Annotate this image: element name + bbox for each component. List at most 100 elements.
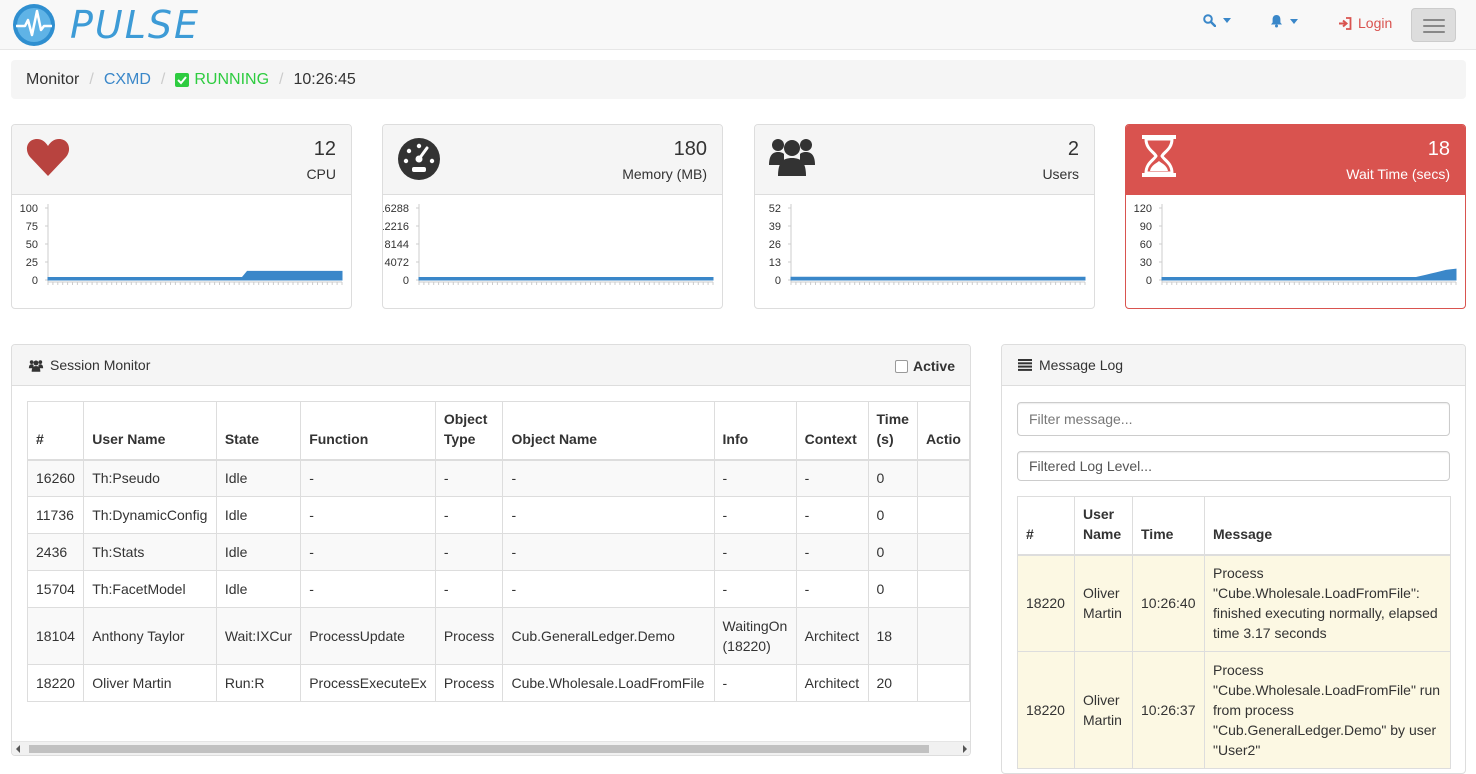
column-header[interactable]: Time (s)	[867, 401, 918, 461]
chevron-down-icon	[1290, 18, 1298, 24]
hourglass-icon	[1142, 135, 1176, 177]
table-row[interactable]: 18220 Oliver Martin 10:26:37 Process "Cu…	[1017, 651, 1451, 769]
table-cell: Process	[434, 664, 504, 702]
menu-toggle-button[interactable]	[1411, 8, 1456, 42]
table-cell: -	[502, 570, 715, 608]
series-area	[418, 277, 714, 281]
message-log-table-header: # User Name Time Message	[1017, 496, 1451, 556]
brand[interactable]: PULSE	[12, 3, 200, 47]
table-cell: 10:26:40	[1132, 554, 1205, 652]
notifications-dropdown[interactable]	[1270, 14, 1298, 28]
scroll-right-icon[interactable]	[963, 745, 967, 753]
table-cell: Process "Cube.Wholesale.LoadFromFile" ru…	[1204, 651, 1451, 769]
bell-icon	[1271, 15, 1282, 28]
brand-name: PULSE	[70, 3, 201, 47]
table-row[interactable]: 2436 Th:Stats Idle - - - - - 0	[26, 533, 970, 571]
column-header[interactable]: Info	[713, 401, 797, 461]
y-tick-label: 75	[26, 221, 38, 233]
users-value: 2	[1067, 138, 1079, 160]
series-area	[790, 276, 1086, 281]
scroll-left-icon[interactable]	[16, 745, 20, 753]
table-cell: 2436	[26, 533, 85, 571]
active-filter-checkbox[interactable]: Active	[894, 358, 955, 374]
y-tick-label: 60	[1140, 239, 1152, 251]
message-log-table: # User Name Time Message 18220 Oliver Ma…	[1017, 496, 1451, 769]
column-header[interactable]: Context	[795, 401, 869, 461]
y-tick-label: 0	[1146, 275, 1152, 287]
table-cell: -	[300, 459, 436, 497]
session-monitor-header: Session Monitor Active	[12, 345, 970, 386]
sign-in-icon	[1339, 16, 1352, 30]
server-status: RUNNING	[175, 71, 269, 89]
dashboard-icon	[398, 138, 440, 180]
table-cell: Cub.GeneralLedger.Demo	[502, 607, 715, 665]
log-level-select[interactable]: Filtered Log Level...	[1017, 451, 1450, 481]
table-cell: -	[434, 570, 504, 608]
table-cell: Idle	[215, 533, 302, 571]
server-time: 10:26:45	[293, 70, 356, 88]
table-cell: -	[713, 533, 797, 571]
memory-value: 180	[673, 138, 707, 160]
y-tick-label: 30	[1140, 257, 1152, 269]
column-header[interactable]: Time	[1132, 496, 1205, 556]
breadcrumb-server-link[interactable]: CXMD	[103, 70, 151, 88]
log-level-label: Filtered Log Level...	[1029, 458, 1152, 474]
column-header[interactable]: Object Type	[434, 401, 504, 461]
table-cell: -	[713, 496, 797, 534]
breadcrumb: Monitor / CXMD / RUNNING / 10:26:45	[11, 60, 1466, 99]
table-cell: 0	[867, 570, 918, 608]
column-header[interactable]: Function	[300, 401, 436, 461]
table-cell: -	[434, 459, 504, 497]
server-status-label: RUNNING	[194, 70, 270, 88]
table-row[interactable]: 11736 Th:DynamicConfig Idle - - - - - 0	[26, 496, 970, 534]
memory-chart: 16288 12216 8144 4072 0	[383, 203, 714, 287]
login-link[interactable]: Login	[1338, 15, 1392, 31]
column-header[interactable]: User Name	[1074, 496, 1133, 556]
table-cell: Architect	[795, 664, 869, 702]
table-cell: Process "Cube.Wholesale.LoadFromFile": f…	[1204, 554, 1451, 652]
column-header[interactable]: User Name	[83, 401, 217, 461]
scrollbar-thumb[interactable]	[29, 745, 929, 753]
column-header[interactable]: Message	[1204, 496, 1451, 556]
table-cell: -	[795, 570, 869, 608]
table-cell: Process	[434, 607, 504, 665]
table-cell: 18220	[1017, 651, 1075, 769]
table-row[interactable]: 15704 Th:FacetModel Idle - - - - - 0	[26, 570, 970, 608]
breadcrumb-separator: /	[279, 70, 284, 88]
table-row[interactable]: 18220 Oliver Martin Run:R ProcessExecute…	[26, 664, 970, 702]
table-cell	[916, 533, 970, 571]
table-cell	[916, 664, 970, 702]
column-header[interactable]: State	[215, 401, 302, 461]
message-filter-input[interactable]: Filter message...	[1017, 402, 1450, 436]
chevron-down-icon	[1223, 18, 1231, 23]
table-cell: ProcessExecuteEx	[300, 664, 436, 702]
checkbox[interactable]	[894, 359, 908, 373]
column-header[interactable]: Actio	[916, 401, 970, 461]
check-square-icon	[175, 72, 190, 87]
table-cell: Cube.Wholesale.LoadFromFile	[502, 664, 715, 702]
table-cell: -	[300, 570, 436, 608]
users-icon	[28, 359, 44, 372]
users-panel-header: 2 Users	[755, 125, 1094, 195]
y-tick-label: 0	[775, 275, 781, 287]
table-row[interactable]: 16260 Th:Pseudo Idle - - - - - 0	[26, 459, 970, 497]
table-cell: -	[795, 459, 869, 497]
table-cell: -	[713, 570, 797, 608]
table-row[interactable]: 18220 Oliver Martin 10:26:40 Process "Cu…	[1017, 554, 1451, 652]
table-cell: 0	[867, 459, 918, 497]
table-row[interactable]: 18104 Anthony Taylor Wait:IXCur ProcessU…	[26, 607, 970, 665]
column-header[interactable]: Object Name	[502, 401, 715, 461]
message-log-panel: Message Log Filter message... Filtered L…	[1001, 344, 1466, 774]
search-dropdown[interactable]	[1203, 14, 1231, 27]
table-cell: Th:Pseudo	[83, 459, 217, 497]
message-log-title: Message Log	[1039, 357, 1124, 373]
y-tick-label: 90	[1140, 221, 1152, 233]
session-table: # User Name State Function Object Type O…	[26, 401, 970, 702]
table-cell: 18220	[26, 664, 85, 702]
y-tick-label: 50	[26, 239, 38, 251]
column-header[interactable]: #	[1017, 496, 1075, 556]
table-cell: 0	[867, 496, 918, 534]
horizontal-scrollbar[interactable]	[12, 741, 970, 755]
column-header[interactable]: #	[26, 401, 85, 461]
table-cell: -	[300, 496, 436, 534]
